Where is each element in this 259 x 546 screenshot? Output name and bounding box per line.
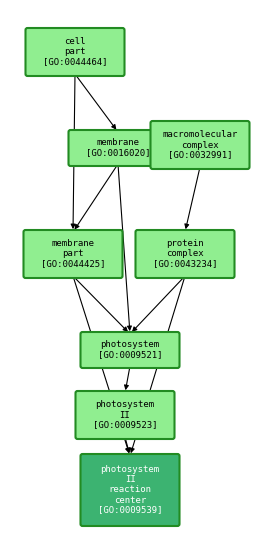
Text: macromolecular
complex
[GO:0032991]: macromolecular complex [GO:0032991] (162, 130, 238, 159)
Text: photosystem
II
[GO:0009523]: photosystem II [GO:0009523] (93, 400, 157, 430)
FancyBboxPatch shape (150, 121, 249, 169)
FancyBboxPatch shape (68, 130, 168, 166)
Text: membrane
[GO:0016020]: membrane [GO:0016020] (86, 139, 150, 158)
FancyBboxPatch shape (24, 230, 123, 278)
FancyBboxPatch shape (25, 28, 125, 76)
FancyBboxPatch shape (81, 332, 179, 368)
FancyBboxPatch shape (81, 454, 179, 526)
Text: cell
part
[GO:0044464]: cell part [GO:0044464] (43, 38, 107, 67)
FancyBboxPatch shape (76, 391, 175, 439)
Text: photosystem
[GO:0009521]: photosystem [GO:0009521] (98, 341, 162, 359)
Text: protein
complex
[GO:0043234]: protein complex [GO:0043234] (153, 240, 217, 269)
Text: membrane
part
[GO:0044425]: membrane part [GO:0044425] (41, 240, 105, 269)
FancyBboxPatch shape (135, 230, 234, 278)
Text: photosystem
II
reaction
center
[GO:0009539]: photosystem II reaction center [GO:00095… (98, 465, 162, 514)
